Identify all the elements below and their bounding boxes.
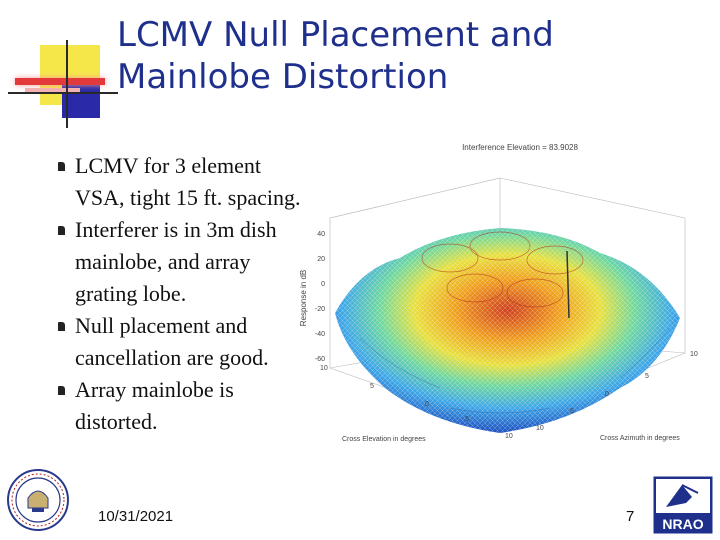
bullet-item: Array mainlobe is distorted. bbox=[58, 374, 303, 438]
z-axis-label: Response in dB bbox=[300, 270, 308, 326]
y-tick: 10 bbox=[690, 351, 698, 358]
x-tick: 5 bbox=[370, 383, 374, 390]
pink-bar bbox=[25, 88, 80, 94]
slide-title: LCMV Null Placement and Mainlobe Distort… bbox=[117, 14, 677, 98]
x-tick: 10 bbox=[505, 433, 513, 440]
bullet-marker-icon bbox=[58, 162, 65, 171]
title-line-2: Mainlobe Distortion bbox=[117, 57, 449, 97]
page-number: 7 bbox=[626, 508, 635, 525]
x-tick: 10 bbox=[320, 365, 328, 372]
y-tick: 10 bbox=[536, 425, 544, 432]
university-seal-logo bbox=[7, 469, 69, 531]
z-tick: -20 bbox=[315, 306, 325, 313]
z-tick: 20 bbox=[317, 256, 325, 263]
bullet-marker-icon bbox=[58, 386, 65, 395]
bullet-item: Null placement and cancellation are good… bbox=[58, 310, 303, 374]
nrao-logo-text: NRAO bbox=[662, 516, 703, 532]
bullet-item: Interferer is in 3m dish mainlobe, and a… bbox=[58, 214, 303, 310]
y-tick: 5 bbox=[570, 408, 574, 415]
surface-plot: Interference Elevation = 83.9028 40 20 0… bbox=[300, 143, 698, 443]
bullet-marker-icon bbox=[58, 322, 65, 331]
y-tick: 5 bbox=[645, 373, 649, 380]
z-tick: 40 bbox=[317, 231, 325, 238]
bullet-list: LCMV for 3 element VSA, tight 15 ft. spa… bbox=[58, 150, 303, 438]
y-tick: 0 bbox=[605, 391, 609, 398]
z-tick: -40 bbox=[315, 331, 325, 338]
x-tick: 5 bbox=[465, 416, 469, 423]
surface-mesh bbox=[335, 228, 680, 433]
corner-decoration bbox=[0, 0, 120, 130]
z-tick: -60 bbox=[315, 356, 325, 363]
plot-title: Interference Elevation = 83.9028 bbox=[462, 143, 578, 152]
x-axis-label: Cross Elevation in degrees bbox=[342, 436, 426, 443]
nrao-logo: NRAO bbox=[652, 475, 714, 535]
horizontal-rule bbox=[8, 92, 118, 94]
y-axis-label: Cross Azimuth in degrees bbox=[600, 435, 680, 442]
red-bar bbox=[15, 78, 105, 85]
bullet-item: LCMV for 3 element VSA, tight 15 ft. spa… bbox=[58, 150, 303, 214]
title-line-1: LCMV Null Placement and bbox=[117, 15, 554, 55]
vertical-rule bbox=[66, 40, 68, 128]
z-tick: 0 bbox=[321, 281, 325, 288]
footer-date: 10/31/2021 bbox=[98, 508, 174, 525]
bullet-marker-icon bbox=[58, 226, 65, 235]
x-tick: 0 bbox=[425, 401, 429, 408]
